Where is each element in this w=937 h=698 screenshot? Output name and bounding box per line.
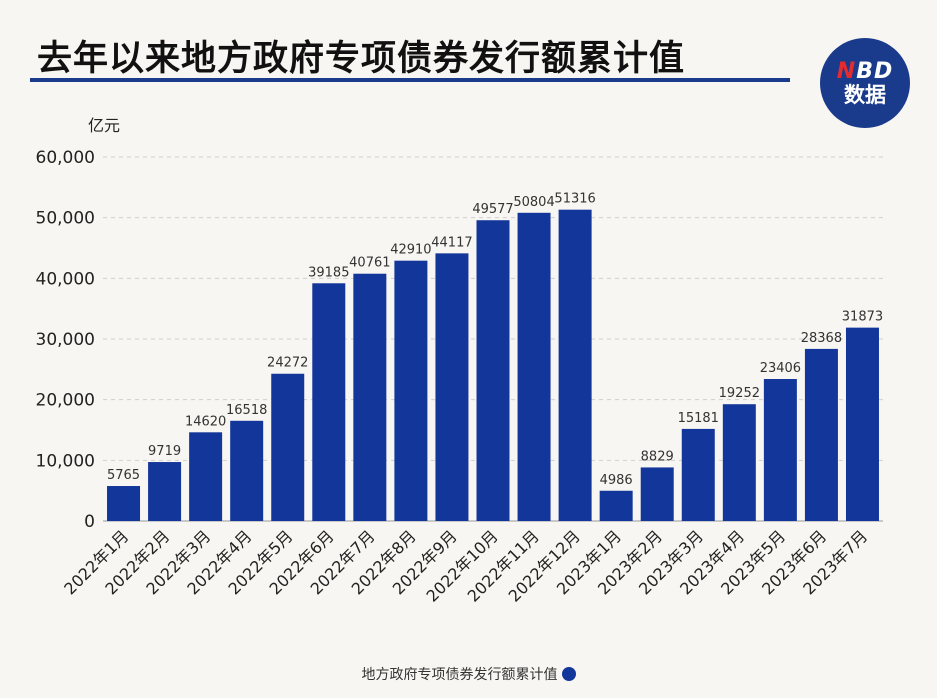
data-label: 4986: [600, 473, 633, 488]
data-label: 44117: [431, 235, 472, 250]
y-tick-label: 10,000: [36, 451, 95, 471]
data-label: 5765: [107, 468, 140, 483]
y-tick-label: 60,000: [36, 148, 95, 168]
data-label: 39185: [308, 265, 349, 280]
chart-title: 去年以来地方政府专项债券发行额累计值: [37, 39, 686, 79]
data-label: 51316: [554, 192, 595, 207]
data-label: 14620: [185, 414, 226, 429]
legend-label: 地方政府专项债券发行额累计值: [361, 667, 558, 683]
bar: [681, 428, 715, 521]
data-label: 42910: [390, 243, 431, 258]
y-axis-label: 亿元: [88, 116, 120, 135]
y-tick-label: 50,000: [36, 209, 95, 229]
data-label: 40761: [349, 256, 390, 271]
bar: [189, 432, 223, 521]
data-label: 31873: [842, 310, 883, 325]
nbd-logo: NBD 数据: [820, 38, 910, 128]
data-label: 15181: [678, 411, 719, 426]
bar: [312, 283, 346, 521]
bar: [517, 212, 551, 521]
legend-swatch: [561, 667, 576, 681]
y-tick-label: 30,000: [36, 330, 95, 350]
bar: [804, 348, 838, 521]
bar: [148, 462, 182, 521]
bar: [599, 490, 633, 521]
data-label: 8829: [641, 449, 674, 464]
bar: [722, 404, 756, 521]
data-label: 50804: [513, 195, 554, 210]
bar: [394, 260, 428, 521]
logo-sub: 数据: [844, 82, 886, 107]
bar: [640, 467, 674, 521]
y-tick-label: 20,000: [36, 391, 95, 411]
bar: [476, 220, 510, 522]
data-label: 28368: [801, 331, 842, 346]
bar: [845, 327, 879, 521]
data-label: 16518: [226, 403, 267, 418]
y-tick-label: 0: [84, 512, 95, 532]
data-label: 9719: [148, 444, 181, 459]
bar: [271, 373, 305, 521]
data-label: 49577: [472, 202, 513, 217]
logo-brand: NBD: [836, 59, 894, 85]
bar: [353, 273, 387, 521]
bar: [230, 420, 264, 521]
y-tick-label: 40,000: [36, 269, 95, 289]
bar: [435, 253, 469, 521]
data-label: 19252: [719, 386, 760, 401]
data-label: 23406: [760, 361, 801, 376]
bar: [763, 379, 797, 521]
bar: [107, 486, 141, 521]
legend: 地方政府专项债券发行额累计值: [0, 664, 937, 684]
title-underline: [30, 78, 790, 82]
data-label: 24272: [267, 356, 308, 371]
bar: [558, 209, 592, 522]
